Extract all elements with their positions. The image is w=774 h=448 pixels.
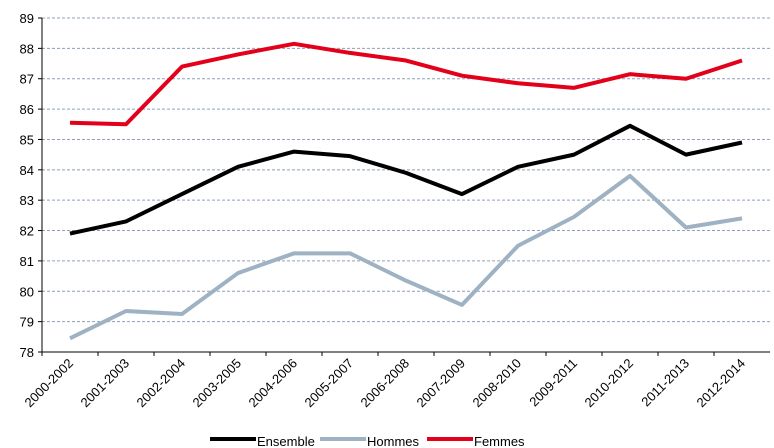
x-tick-label: 2002-2004 [134, 356, 189, 411]
x-tick-label: 2012-2014 [694, 356, 749, 411]
series-line [69, 41, 743, 127]
y-tick-label: 82 [20, 224, 34, 239]
series-line [69, 173, 743, 341]
y-tick-label: 89 [20, 11, 34, 26]
legend-label: Hommes [367, 434, 420, 448]
y-tick-label: 83 [20, 193, 34, 208]
y-tick-label: 79 [20, 315, 34, 330]
x-tick-label: 2005-2007 [302, 356, 357, 411]
y-tick-label: 81 [20, 254, 34, 269]
x-tick-label: 2000-2002 [22, 356, 77, 411]
x-tick-label: 2011-2013 [638, 356, 692, 410]
x-tick-label: 2001-2003 [78, 356, 133, 411]
y-tick-label: 88 [20, 41, 34, 56]
x-tick-label: 2004-2006 [246, 356, 301, 411]
y-tick-label: 84 [20, 163, 34, 178]
legend-label: Ensemble [257, 434, 315, 448]
y-tick-label: 85 [20, 132, 34, 147]
x-tick-label: 2009-2011 [526, 356, 580, 410]
y-tick-label: 78 [20, 345, 34, 360]
x-tick-label: 2008-2010 [470, 356, 525, 411]
x-tick-label: 2006-2008 [358, 356, 413, 411]
y-tick-label: 86 [20, 102, 34, 117]
series-line [69, 123, 743, 236]
x-tick-label: 2007-2009 [414, 356, 469, 411]
x-tick-label: 2003-2005 [190, 356, 245, 411]
x-tick-label: 2010-2012 [582, 356, 637, 411]
y-tick-label: 80 [20, 284, 34, 299]
y-tick-label: 87 [20, 72, 34, 87]
legend-label: Femmes [474, 434, 525, 448]
